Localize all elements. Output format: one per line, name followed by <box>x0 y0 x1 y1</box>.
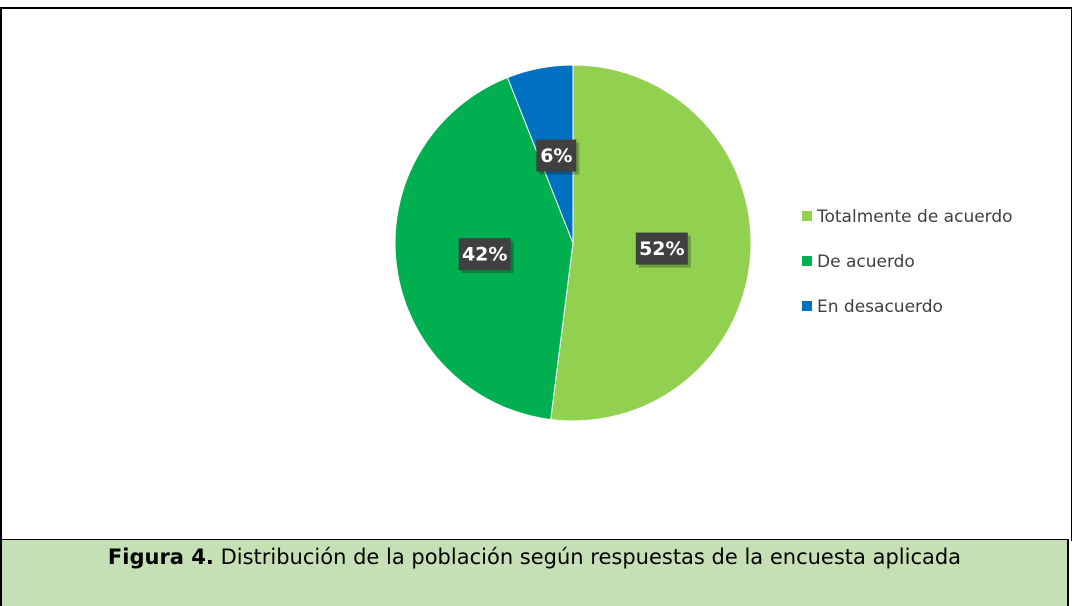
data-label-box <box>536 139 577 172</box>
legend-label: En desacuerdo <box>817 297 943 317</box>
caption-text: Distribución de la población según respu… <box>220 545 962 569</box>
caption: Figura 4. Distribución de la población s… <box>0 539 1069 606</box>
data-label: 6% <box>540 145 572 167</box>
legend-label: De acuerdo <box>817 252 915 272</box>
legend-label: Totalmente de acuerdo <box>816 207 1013 227</box>
data-label: 52% <box>639 238 684 260</box>
caption-label: Figura 4. <box>107 545 214 569</box>
legend-swatch <box>802 211 812 221</box>
chart: 52% 42% 6% Totalmente de acuerdo De acuerdo E… <box>394 64 1013 422</box>
legend-swatch <box>802 301 812 311</box>
data-label-box <box>458 238 511 271</box>
data-label-box <box>635 232 688 265</box>
legend-swatch <box>802 256 812 266</box>
data-label: 42% <box>462 244 507 266</box>
